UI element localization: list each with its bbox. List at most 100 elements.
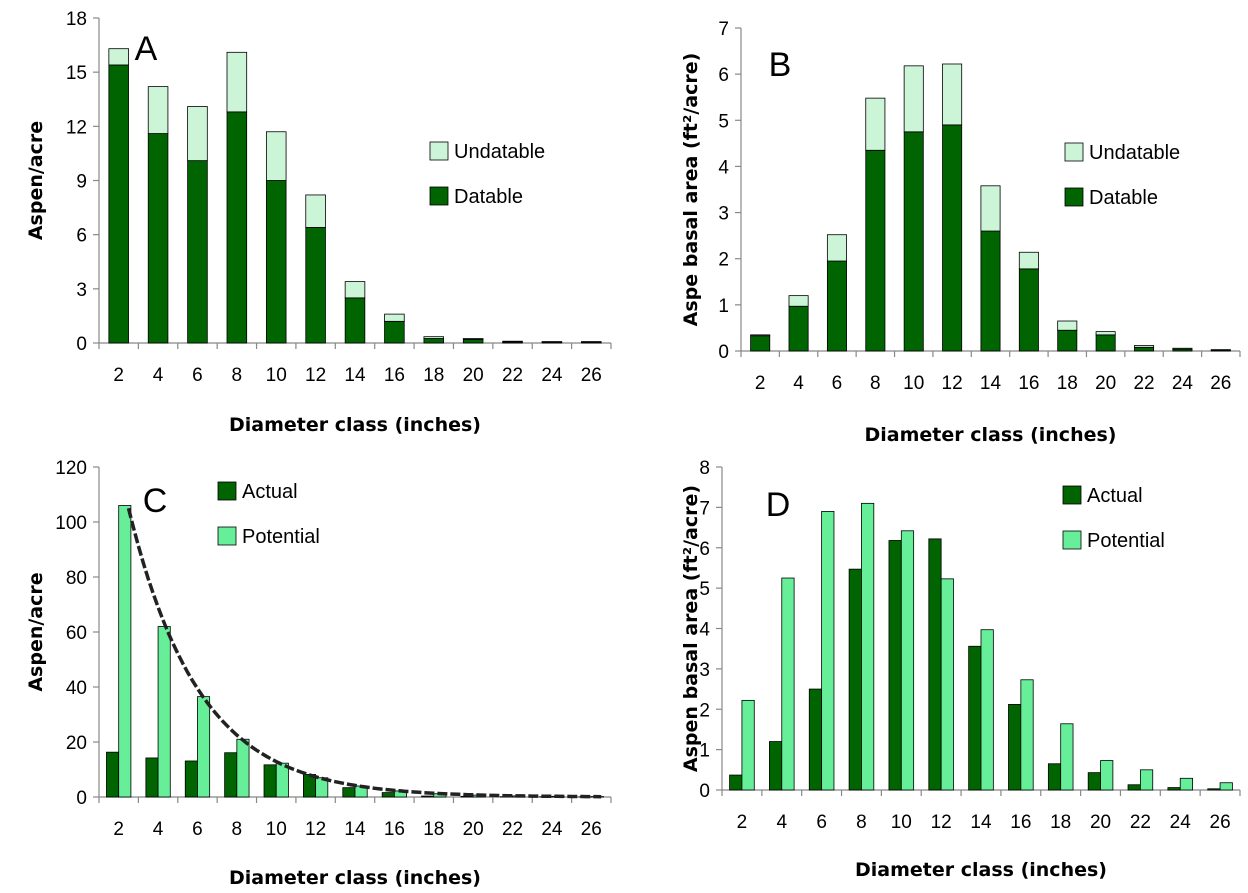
bar-datable [344, 297, 366, 344]
bar-undatable [344, 281, 366, 299]
panel-letter: C [143, 482, 168, 520]
x-tick-label: 20 [1090, 812, 1111, 833]
x-axis-label: Diameter class (inches) [855, 859, 1107, 881]
y-tick-label: 3 [718, 204, 729, 225]
y-tick-label: 6 [718, 65, 729, 86]
bar-datable [980, 230, 1001, 352]
bar-datable [265, 180, 287, 344]
x-tick-label: 24 [1170, 812, 1192, 833]
x-tick-label: 10 [266, 819, 287, 840]
x-tick-label: 10 [266, 365, 287, 386]
x-tick-label: 10 [903, 373, 924, 394]
bar-datable [1018, 268, 1039, 352]
bar-undatable [462, 338, 484, 340]
bar-datable [423, 338, 445, 344]
bar-datable [942, 124, 963, 352]
x-tick-label: 16 [384, 365, 405, 386]
x-tick-label: 20 [463, 819, 484, 840]
x-tick-label: 12 [305, 365, 326, 386]
bar-actual [1127, 784, 1141, 791]
bar-potential [1100, 760, 1114, 791]
bar-potential [781, 577, 795, 791]
bar-actual [381, 792, 395, 798]
bar-undatable [108, 48, 129, 66]
x-tick-label: 10 [891, 812, 912, 833]
bar-undatable [1095, 331, 1116, 336]
x-tick-label: 14 [344, 819, 366, 840]
legend-label-actual: Actual [242, 481, 298, 503]
bar-undatable [541, 341, 563, 343]
bar-undatable [1057, 320, 1078, 331]
bar-potential [1219, 782, 1233, 791]
y-tick-label: 15 [66, 63, 87, 84]
y-tick-label: 7 [718, 19, 729, 40]
x-tick-label: 18 [423, 819, 444, 840]
bar-datable [462, 338, 484, 344]
bar-potential [1139, 769, 1154, 791]
bar-potential [1179, 777, 1193, 791]
bar-potential [861, 502, 875, 791]
legend-label-undatable: Undatable [1089, 142, 1180, 164]
y-tick-label: 0 [76, 788, 87, 809]
bar-datable [750, 335, 771, 352]
legend-label-potential: Potential [242, 526, 320, 548]
x-tick-label: 16 [384, 819, 405, 840]
x-tick-label: 4 [153, 819, 164, 840]
x-tick-label: 16 [1010, 812, 1031, 833]
bar-datable [865, 149, 886, 352]
bar-actual [263, 764, 277, 798]
y-tick-label: 5 [699, 579, 710, 600]
bar-undatable [147, 86, 169, 134]
x-tick-label: 2 [113, 365, 124, 386]
bar-undatable [865, 97, 886, 151]
bar-actual [769, 741, 783, 791]
legend-swatch-undatable [1064, 142, 1084, 162]
y-tick-label: 12 [66, 117, 87, 138]
bar-actual [928, 538, 942, 791]
y-axis-label: Aspen/acre [25, 572, 47, 691]
x-tick-label: 18 [423, 365, 444, 386]
x-tick-label: 22 [502, 365, 523, 386]
bar-undatable [826, 234, 847, 262]
y-tick-label: 2 [718, 250, 729, 271]
bar-datable [1134, 346, 1155, 352]
x-tick-label: 26 [1210, 812, 1231, 833]
y-tick-label: 2 [699, 700, 710, 721]
legend-label-potential: Potential [1087, 530, 1165, 552]
legend-label-undatable: Undatable [454, 141, 545, 163]
y-tick-label: 80 [66, 568, 87, 589]
bar-undatable [1172, 347, 1193, 350]
bar-datable [903, 131, 924, 352]
x-tick-label: 8 [232, 819, 243, 840]
bar-actual [968, 645, 982, 791]
bar-actual [1008, 704, 1022, 791]
x-tick-label: 8 [856, 812, 867, 833]
legend-swatch-actual [1062, 485, 1082, 505]
bar-potential [900, 530, 915, 791]
x-tick-label: 22 [1133, 373, 1154, 394]
bar-datable [1095, 334, 1116, 352]
x-tick-label: 6 [192, 819, 203, 840]
bar-datable [147, 133, 169, 344]
bar-datable [108, 64, 129, 344]
bar-undatable [581, 341, 602, 343]
x-tick-label: 14 [970, 812, 992, 833]
panel-letter: B [769, 46, 792, 84]
bar-actual [808, 688, 823, 791]
x-tick-label: 24 [1172, 373, 1194, 394]
bar-undatable [305, 194, 326, 228]
bar-datable [226, 111, 248, 344]
x-tick-label: 8 [870, 373, 881, 394]
y-tick-label: 100 [55, 513, 87, 534]
x-tick-label: 6 [832, 373, 843, 394]
x-tick-label: 22 [502, 819, 523, 840]
bar-undatable [903, 65, 924, 133]
bar-potential [741, 699, 755, 791]
x-tick-label: 6 [816, 812, 827, 833]
bar-potential [1020, 679, 1034, 791]
x-axis-label: Diameter class (inches) [229, 414, 481, 436]
y-axis-label: Aspen basal area (ft²/acre) [680, 485, 702, 772]
y-tick-label: 3 [76, 280, 87, 301]
